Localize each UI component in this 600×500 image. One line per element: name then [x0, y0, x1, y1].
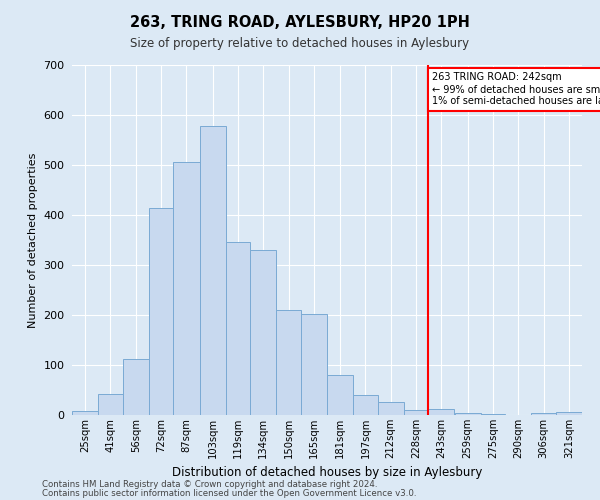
Bar	[556, 412, 582, 415]
Text: 263 TRING ROAD: 242sqm
← 99% of detached houses are smaller (2,864)
1% of semi-d: 263 TRING ROAD: 242sqm ← 99% of detached…	[433, 72, 600, 106]
Bar	[199, 126, 226, 415]
Text: 263, TRING ROAD, AYLESBURY, HP20 1PH: 263, TRING ROAD, AYLESBURY, HP20 1PH	[130, 15, 470, 30]
Bar	[481, 414, 505, 415]
Bar	[377, 402, 404, 415]
Bar	[353, 395, 377, 415]
Bar	[428, 409, 455, 415]
Bar	[455, 412, 481, 415]
Text: Size of property relative to detached houses in Aylesbury: Size of property relative to detached ho…	[130, 38, 470, 51]
Bar	[505, 414, 532, 415]
Bar	[122, 359, 149, 415]
Bar	[301, 314, 327, 415]
Bar	[327, 375, 353, 415]
Bar	[404, 410, 428, 415]
Y-axis label: Number of detached properties: Number of detached properties	[28, 152, 38, 328]
Bar	[98, 394, 122, 415]
Bar	[277, 310, 301, 415]
Bar	[226, 242, 250, 415]
Bar	[149, 208, 173, 415]
X-axis label: Distribution of detached houses by size in Aylesbury: Distribution of detached houses by size …	[172, 466, 482, 479]
Text: Contains public sector information licensed under the Open Government Licence v3: Contains public sector information licen…	[42, 489, 416, 498]
Bar	[72, 411, 98, 415]
Bar	[250, 250, 277, 415]
Text: Contains HM Land Registry data © Crown copyright and database right 2024.: Contains HM Land Registry data © Crown c…	[42, 480, 377, 489]
Bar	[173, 162, 199, 415]
Bar	[532, 412, 556, 415]
